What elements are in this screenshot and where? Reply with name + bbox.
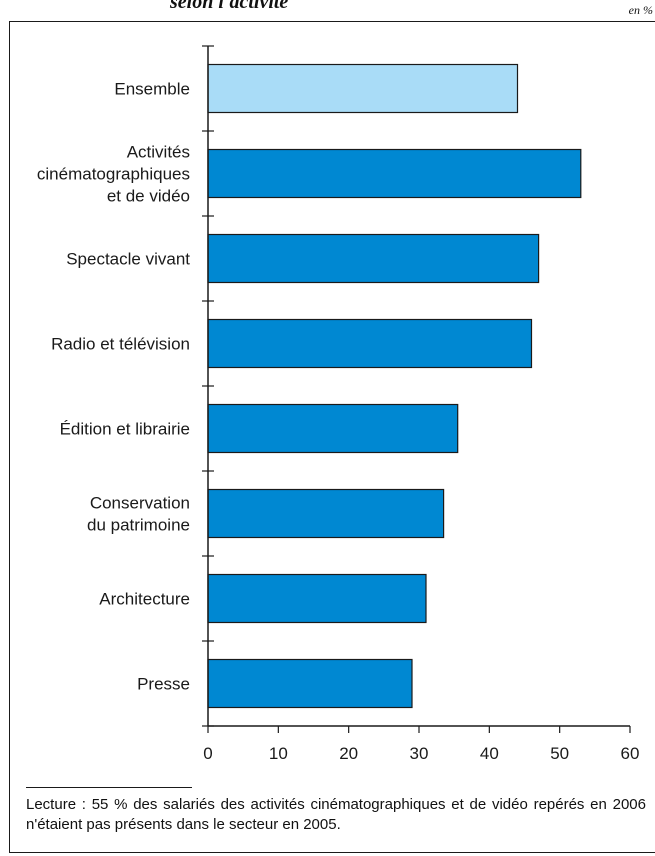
category-label: Presse	[137, 675, 190, 694]
bar-6	[207, 573, 427, 624]
category-label: Édition et librairie	[60, 420, 190, 439]
x-tick-label: 20	[339, 744, 358, 763]
chart-frame	[9, 21, 655, 853]
x-tick-label: 60	[621, 744, 640, 763]
x-tick-label: 50	[550, 744, 569, 763]
category-label: Spectacle vivant	[66, 250, 190, 269]
bar-2	[207, 233, 540, 284]
bar-5	[207, 488, 445, 539]
footnote-rule	[26, 787, 192, 788]
x-tick-label: 40	[480, 744, 499, 763]
bar-0	[207, 63, 519, 114]
bar-1	[207, 148, 582, 199]
category-label: Activités cinématographiques et de vidéo	[37, 143, 190, 206]
chart-title-fragment: selon l'activité	[170, 0, 289, 13]
x-tick-label: 0	[203, 744, 212, 763]
category-label: Ensemble	[114, 80, 190, 99]
category-label: Radio et télévision	[51, 335, 190, 354]
x-tick-label: 10	[269, 744, 288, 763]
x-tick-label: 30	[410, 744, 429, 763]
footnote-text: Lecture : 55 % des salariés des activité…	[26, 796, 646, 833]
category-label: Architecture	[99, 590, 190, 609]
unit-label: en %	[628, 3, 653, 17]
bar-3	[207, 318, 533, 369]
bar-4	[207, 403, 459, 454]
bar-7	[207, 658, 413, 709]
category-label: Conservation du patrimoine	[87, 494, 190, 535]
